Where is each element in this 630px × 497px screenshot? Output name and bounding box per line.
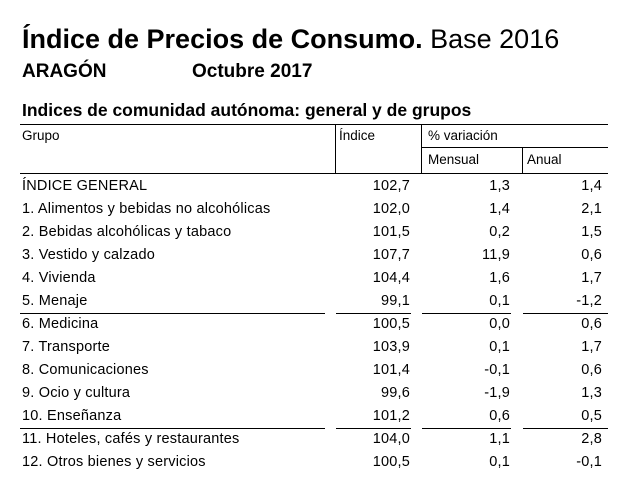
group-separator-1-grupo [20,313,325,314]
header-bottom-rule [20,173,608,174]
row-grupo: 4. Vivienda [22,270,96,286]
row-grupo: 9. Ocio y cultura [22,385,131,401]
row-mensual: 0,1 [489,339,510,355]
group-separator-2-anual [523,428,608,429]
row-mensual: 1,1 [489,431,510,447]
row-mensual: 0,0 [489,316,510,332]
row-anual: -0,1 [576,454,602,470]
row-indice: 107,7 [372,247,410,263]
row-mensual: 0,2 [489,224,510,240]
row-indice: 101,5 [372,224,410,240]
group-separator-2-indice [336,428,411,429]
column-header-grupo: Grupo [22,128,60,143]
row-mensual: 0,1 [489,293,510,309]
column-header-indice: Índice [339,128,376,143]
row-anual: -1,2 [576,293,602,309]
row-mensual: -1,9 [484,385,510,401]
row-anual: 1,7 [581,339,602,355]
group-separator-1-anual [523,313,608,314]
row-anual: 0,5 [581,408,602,424]
row-mensual: 0,6 [489,408,510,424]
table-subtitle: Indices de comunidad autónoma: general y… [22,100,472,120]
row-grupo: ÍNDICE GENERAL [22,178,148,194]
row-grupo: 12. Otros bienes y servicios [22,454,206,470]
page-title-base: Base 2016 [430,24,560,54]
row-indice: 103,9 [372,339,410,355]
group-separator-1-indice [336,313,411,314]
row-grupo: 2. Bebidas alcohólicas y tabaco [22,224,232,240]
column-header-mensual: Mensual [428,152,480,167]
row-anual: 0,6 [581,362,602,378]
row-grupo: 6. Medicina [22,316,99,332]
column-header-anual: Anual [527,152,562,167]
row-anual: 1,4 [581,178,602,194]
row-mensual: 1,6 [489,270,510,286]
row-mensual: 0,1 [489,454,510,470]
group-separator-2-grupo [20,428,325,429]
row-anual: 0,6 [581,247,602,263]
row-grupo: 11. Hoteles, cafés y restaurantes [22,431,240,447]
page-title: Índice de Precios de Consumo. Base 2016 [22,22,559,56]
anual-column-divider [522,147,523,173]
row-anual: 1,7 [581,270,602,286]
group-separator-2-mensual [422,428,511,429]
page-title-bold: Índice de Precios de Consumo. [22,24,423,54]
row-mensual: -0,1 [484,362,510,378]
row-grupo: 8. Comunicaciones [22,362,149,378]
row-mensual: 1,4 [489,201,510,217]
row-indice: 102,0 [372,201,410,217]
row-indice: 102,7 [372,178,410,194]
row-anual: 2,8 [581,431,602,447]
row-indice: 100,5 [372,316,410,332]
row-anual: 1,5 [581,224,602,240]
row-indice: 99,1 [380,293,410,309]
row-anual: 0,6 [581,316,602,332]
period-label: Octubre 2017 [192,61,313,82]
row-grupo: 1. Alimentos y bebidas no alcohólicas [22,201,271,217]
row-anual: 1,3 [581,385,602,401]
region-label: ARAGÓN [22,61,107,82]
group-separator-1-mensual [422,313,511,314]
row-indice: 101,2 [372,408,410,424]
row-indice: 99,6 [380,385,410,401]
column-header-variacion: % variación [428,128,498,143]
indice-column-divider [335,124,336,173]
row-indice: 101,4 [372,362,410,378]
row-indice: 100,5 [372,454,410,470]
row-indice: 104,0 [372,431,410,447]
table-top-rule [20,124,608,125]
row-indice: 104,4 [372,270,410,286]
row-grupo: 3. Vestido y calzado [22,247,155,263]
row-grupo: 7. Transporte [22,339,111,355]
row-mensual: 11,9 [482,247,510,263]
row-anual: 2,1 [581,201,602,217]
variacion-column-divider [421,124,422,173]
variation-sub-rule [421,147,608,148]
row-grupo: 10. Enseñanza [22,408,122,424]
row-grupo: 5. Menaje [22,293,88,309]
row-mensual: 1,3 [489,178,510,194]
